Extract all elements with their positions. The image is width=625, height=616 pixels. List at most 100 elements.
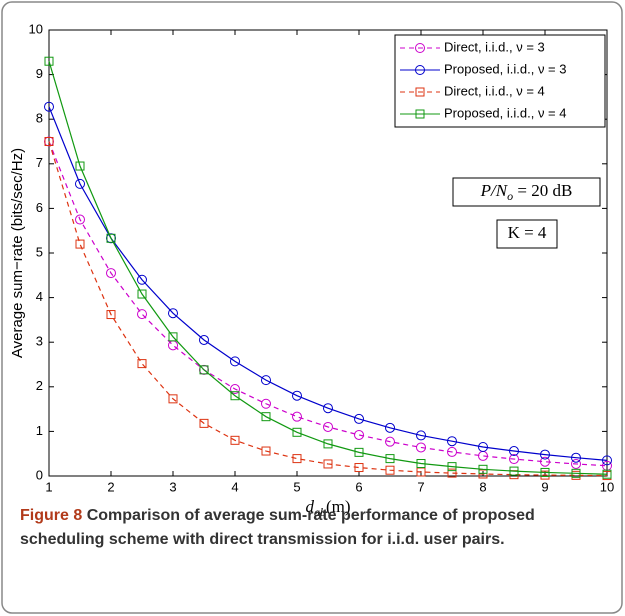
annotation: P/No = 20 dB <box>480 181 573 203</box>
y-tick-label: 9 <box>36 66 43 81</box>
annotation-base: P/N <box>480 181 509 200</box>
annotation-box <box>452 177 601 207</box>
marker <box>261 446 271 456</box>
marker <box>416 442 426 453</box>
x-axis-label-rest: (m) <box>326 497 351 516</box>
marker <box>323 403 333 414</box>
x-tick-label: 9 <box>541 479 548 494</box>
legend-marker <box>415 87 425 97</box>
marker <box>137 289 147 299</box>
annotation-rest: = 20 dB <box>513 181 572 200</box>
marker <box>75 178 85 189</box>
y-tick-label: 6 <box>36 200 43 215</box>
y-axis-label: Average sum−rate (bits/sec/Hz) <box>9 148 26 358</box>
series-line <box>48 141 608 477</box>
y-tick-label: 4 <box>36 289 43 304</box>
x-axis-label-base: d <box>305 497 314 516</box>
annotation-box <box>496 219 558 249</box>
legend-label: Direct, i.i.d., ν = 4 <box>444 83 545 98</box>
legend-box <box>394 34 606 128</box>
marker <box>106 268 116 279</box>
marker <box>385 436 395 447</box>
marker <box>261 375 271 386</box>
marker <box>416 430 426 441</box>
marker <box>540 449 550 460</box>
x-tick-label: 5 <box>293 479 300 494</box>
marker <box>447 446 457 457</box>
marker <box>447 436 457 447</box>
y-tick-label: 3 <box>36 334 43 349</box>
marker <box>416 459 426 469</box>
annotation: K = 4 <box>508 223 547 242</box>
marker <box>323 459 333 469</box>
marker <box>354 413 364 424</box>
annotation-base: K = 4 <box>508 223 547 242</box>
y-tick-label: 2 <box>36 378 43 393</box>
marker <box>540 456 550 467</box>
marker <box>571 458 581 469</box>
marker <box>44 137 54 146</box>
y-tick-label: 10 <box>29 21 43 36</box>
x-tick-label: 10 <box>600 479 614 494</box>
marker <box>354 447 364 457</box>
marker <box>478 442 488 453</box>
marker <box>199 365 209 375</box>
marker <box>509 446 519 457</box>
marker <box>571 468 581 478</box>
marker <box>261 398 271 409</box>
marker <box>230 391 240 401</box>
y-tick-label: 0 <box>36 467 43 482</box>
marker <box>168 340 178 351</box>
series-line <box>48 141 608 467</box>
marker <box>478 469 488 479</box>
marker <box>230 435 240 445</box>
marker <box>509 466 519 476</box>
caption-text: Comparison of average sum-rate performan… <box>20 507 535 548</box>
marker <box>230 356 240 367</box>
marker <box>478 464 488 474</box>
marker <box>75 239 85 249</box>
legend-label: Proposed, i.i.d., ν = 4 <box>444 105 566 120</box>
marker <box>106 310 116 320</box>
marker <box>199 334 209 345</box>
legend-marker <box>415 109 425 119</box>
caption: Figure 8 Comparison of average sum-rate … <box>20 504 608 552</box>
legend-marker <box>415 65 425 75</box>
x-tick-label: 8 <box>479 479 486 494</box>
marker <box>168 332 178 342</box>
x-tick-label: 2 <box>107 479 114 494</box>
marker <box>292 454 302 464</box>
marker <box>137 359 147 369</box>
x-tick-label: 7 <box>417 479 424 494</box>
marker <box>137 274 147 285</box>
y-tick-label: 5 <box>36 244 43 259</box>
marker <box>292 427 302 437</box>
legend-marker <box>415 43 425 53</box>
marker <box>354 429 364 440</box>
marker <box>199 418 209 428</box>
marker <box>106 233 116 243</box>
marker <box>385 465 395 475</box>
marker <box>385 454 395 464</box>
x-tick-label: 6 <box>355 479 362 494</box>
marker <box>602 455 612 466</box>
marker <box>571 452 581 463</box>
marker <box>354 463 364 473</box>
legend-label: Proposed, i.i.d., ν = 3 <box>444 61 566 76</box>
x-tick-label: 3 <box>169 479 176 494</box>
marker <box>137 309 147 320</box>
marker <box>230 384 240 395</box>
x-tick-label: 1 <box>45 479 52 494</box>
marker <box>168 394 178 404</box>
y-tick-label: 7 <box>36 155 43 170</box>
marker <box>509 454 519 465</box>
marker <box>44 56 54 66</box>
caption-label: Figure 8 <box>20 507 83 524</box>
marker <box>44 101 54 112</box>
marker <box>168 308 178 319</box>
marker <box>447 468 457 478</box>
marker <box>75 161 85 171</box>
marker <box>447 462 457 472</box>
